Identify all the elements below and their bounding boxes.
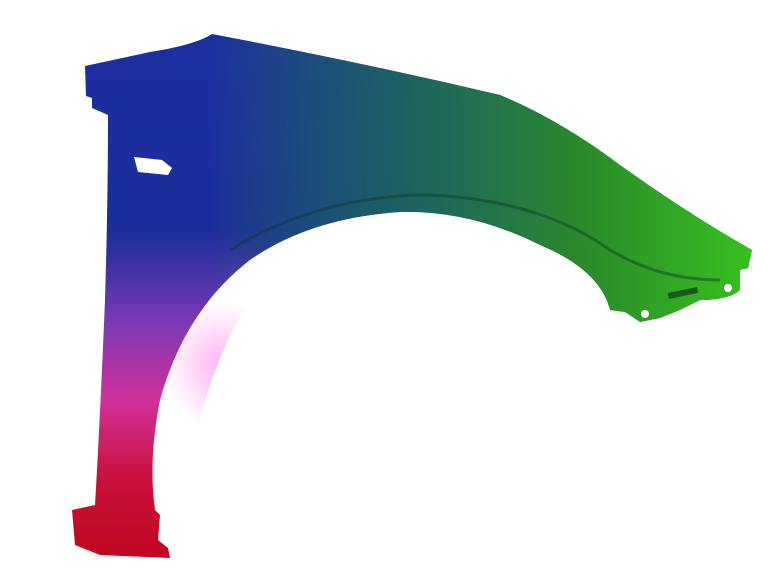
arch-highlight xyxy=(151,224,380,480)
fender xyxy=(72,34,752,558)
side-marker-hole xyxy=(134,157,172,175)
fender-green-tint xyxy=(72,34,752,558)
arch-ridge xyxy=(229,193,721,282)
mount-hole xyxy=(724,284,732,292)
bracket-slot xyxy=(667,286,699,300)
mount-hole xyxy=(641,310,649,318)
